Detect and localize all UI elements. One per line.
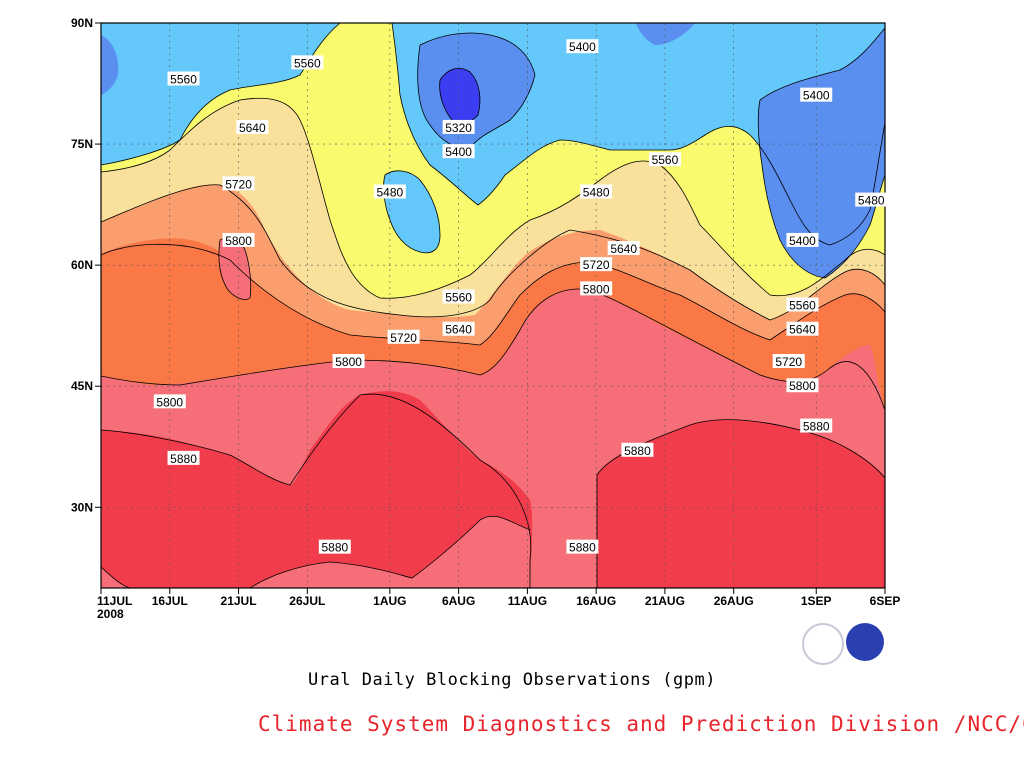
contour-label: 5560 [789, 299, 816, 313]
y-axis: 90N 75N 60N 45N 30N [71, 16, 101, 514]
plot-area [101, 23, 885, 588]
x-tick-label: 1AUG [373, 594, 406, 608]
contour-label-box [580, 184, 613, 199]
contour-label: 5880 [321, 541, 348, 555]
contour-label: 5400 [569, 40, 596, 54]
band-5320 [439, 68, 480, 123]
contour-label: 5720 [390, 331, 417, 345]
contour-label-box [387, 329, 420, 344]
contour-label-box [566, 39, 599, 54]
gridlines [101, 23, 885, 588]
contour-label: 5880 [624, 444, 651, 458]
contour-label-box [786, 378, 819, 393]
contour-label-box [566, 539, 599, 554]
plot-frame [100, 22, 886, 589]
y-tick-label: 45N [71, 379, 93, 393]
contour-label: 5640 [789, 323, 816, 337]
contour-label: 5720 [225, 177, 252, 191]
contour-label-box [373, 184, 406, 199]
contour-label: 5400 [445, 145, 472, 159]
contour-label: 5480 [858, 194, 885, 208]
contour-label: 5560 [652, 153, 679, 167]
contour-label: 5560 [170, 73, 197, 87]
x-tick-label: 26AUG [714, 594, 754, 608]
y-tick-label: 90N [71, 16, 93, 30]
x-tick-label: 6AUG [442, 594, 475, 608]
chart-subtitle: Ural Daily Blocking Observations (gpm) [308, 670, 716, 690]
contour-label: 5800 [583, 282, 610, 296]
contour-label: 5400 [803, 89, 830, 103]
contour-label-box [800, 418, 833, 433]
contour-label-box [621, 442, 654, 457]
contour-label: 5640 [445, 323, 472, 337]
contour-label-box [580, 281, 613, 296]
contour-label-box [222, 232, 255, 247]
x-tick-label: 21AUG [645, 594, 685, 608]
contour-label: 5560 [445, 290, 472, 304]
contour-label: 5880 [803, 420, 830, 434]
x-year-label: 2008 [97, 607, 124, 621]
contour-label-box [236, 119, 269, 134]
contour-label: 5720 [775, 355, 802, 369]
contour-label: 5400 [789, 234, 816, 248]
x-tick-label: 11AUG [508, 594, 547, 608]
contour-label: 5800 [156, 395, 183, 409]
contour-label-box [786, 297, 819, 312]
contour-label: 5320 [445, 121, 472, 135]
contour-labels: 5560556056405720580054805400532054005480… [153, 39, 888, 555]
contour-label-box [318, 539, 351, 554]
band-5480 [101, 23, 885, 245]
x-tick-label: 16AUG [576, 594, 616, 608]
contour-label-box [786, 232, 819, 247]
contour-label-box [772, 354, 805, 368]
contour-label-box [167, 450, 200, 465]
x-axis: 11JUL 16JUL 21JUL 26JUL 1AUG 6AUG 11AUG 16AUG 21… [97, 588, 900, 621]
contour-label-box [442, 119, 475, 134]
contour-label-box [153, 394, 186, 409]
contour-label-box [442, 289, 475, 304]
x-tick-label: 16JUL [152, 594, 188, 608]
contour-label-box [167, 71, 200, 86]
y-tick-label: 60N [71, 258, 93, 272]
contour-label: 5640 [239, 121, 266, 135]
contour-label-box [291, 55, 324, 70]
y-tick-label: 30N [71, 500, 93, 514]
contour-label: 5480 [583, 186, 610, 200]
contour-label-box [855, 192, 888, 207]
x-tick-label: 21JUL [221, 594, 257, 608]
x-tick-label: 1SEP [801, 594, 832, 608]
contour-label-box [442, 321, 475, 336]
contour-label-box [332, 354, 365, 368]
contour-label-box [580, 257, 613, 272]
contour-label: 5880 [569, 541, 596, 555]
x-tick-label: 26JUL [289, 594, 325, 608]
credit-line: Climate System Diagnostics and Predictio… [258, 712, 1024, 736]
contour-label-box [222, 176, 255, 191]
band-5800-island [218, 237, 251, 300]
contour-label: 5800 [335, 355, 362, 369]
contour-label-box [648, 152, 681, 167]
x-tick-label: 6SEP [870, 594, 901, 608]
contour-label: 5880 [170, 452, 197, 466]
contour-label-box [442, 144, 475, 159]
bcc-logo-icon [802, 623, 844, 665]
contour-label: 5560 [294, 56, 321, 70]
contour-label: 5720 [583, 258, 610, 272]
band-5400 [101, 23, 885, 278]
x-tick-label: 11JUL [97, 594, 132, 608]
contour-label: 5800 [225, 234, 252, 248]
contour-label: 5800 [789, 379, 816, 393]
y-tick-label: 75N [71, 137, 93, 151]
contour-lines [101, 23, 885, 588]
contour-label-box [786, 321, 819, 336]
ncc-logo-icon [846, 623, 884, 661]
contour-label-box [800, 87, 833, 102]
contour-label: 5640 [610, 242, 637, 256]
contour-label-box [607, 241, 640, 255]
contour-label: 5480 [376, 186, 403, 200]
